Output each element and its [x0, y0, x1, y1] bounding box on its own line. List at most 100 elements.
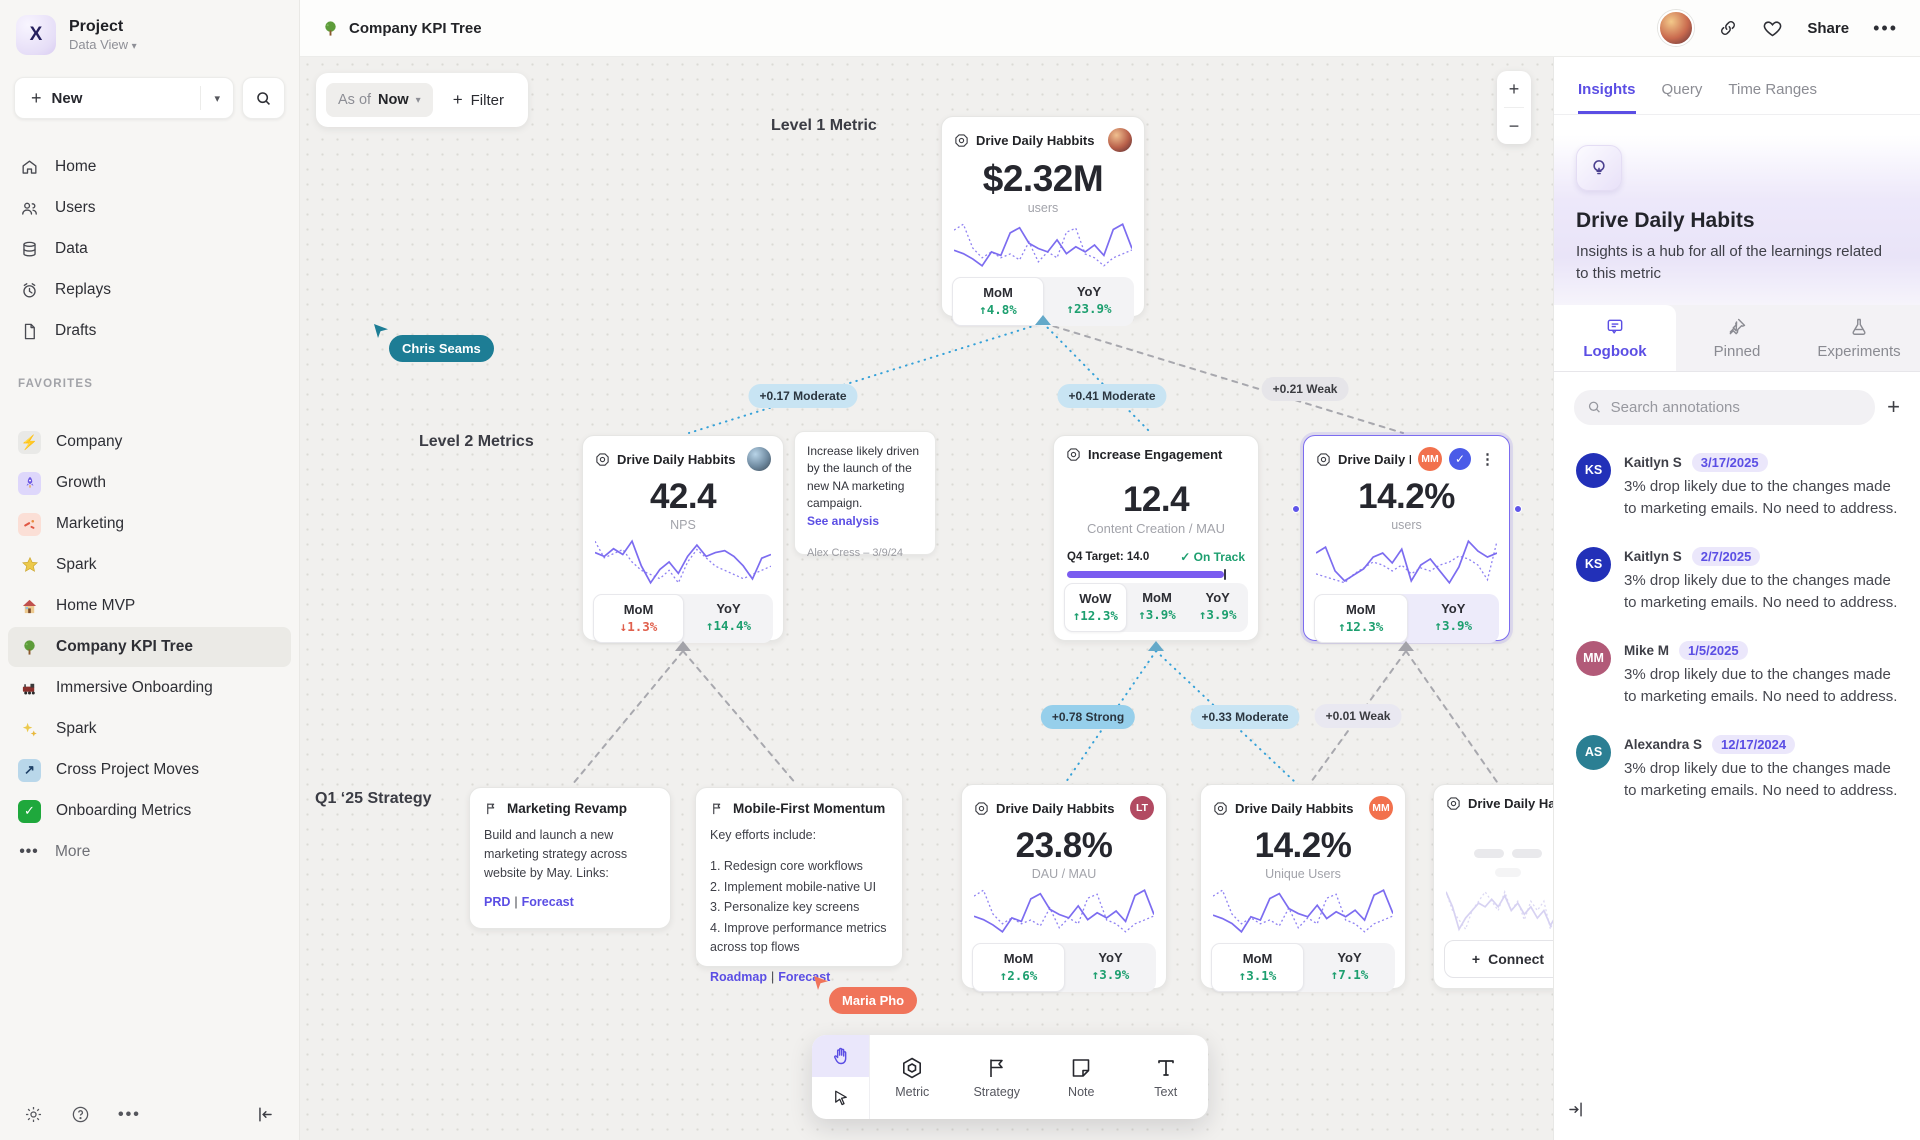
owner-badge[interactable]: MM	[1369, 796, 1393, 820]
search-button[interactable]	[242, 77, 285, 119]
annotation-item[interactable]: KS Kaitlyn S 2/7/2025 3% drop likely due …	[1576, 546, 1898, 614]
replay-clock-icon	[18, 281, 40, 300]
mom-toggle[interactable]: MoM ↑4.8%	[952, 277, 1044, 326]
metric-tool-button[interactable]: Metric	[870, 1035, 955, 1119]
yoy-toggle[interactable]: YoY ↑3.9%	[1434, 601, 1473, 633]
roadmap-link[interactable]: Roadmap	[710, 969, 767, 984]
mom-toggle[interactable]: MoM ↓1.3%	[593, 594, 684, 643]
hand-tool-button[interactable]	[812, 1035, 869, 1077]
sidebar-fav-immersive-onboarding[interactable]: Immersive Onboarding	[8, 668, 291, 708]
see-analysis-link[interactable]: See analysis	[807, 513, 880, 528]
yoy-toggle[interactable]: YoY ↑14.4%	[705, 601, 752, 633]
strategy-card-mobile-first-momentum[interactable]: Mobile-First Momentum Key efforts includ…	[695, 787, 903, 984]
metric-card-drive-daily-habbits-selected[interactable]: Drive Daily Habb.. MM ✓ ⋮ 14.2% users Mo…	[1303, 435, 1510, 643]
selection-handle[interactable]	[1514, 505, 1522, 513]
selection-handle[interactable]	[1292, 505, 1300, 513]
metric-card-increase-engagement[interactable]: Increase Engagement 12.4 Content Creatio…	[1053, 435, 1259, 641]
mom-toggle[interactable]: MoM ↑3.9%	[1138, 590, 1176, 622]
favorite-heart-icon[interactable]	[1762, 18, 1783, 39]
chevron-down-icon[interactable]: ▾	[214, 92, 220, 105]
kpi-tree-canvas[interactable]: As of Now ▾ + Filter + − Level 1 Metric …	[300, 57, 1553, 1140]
project-switcher[interactable]: X Project Data View ▾	[0, 0, 299, 65]
sidebar-item-replays[interactable]: Replays	[8, 270, 291, 310]
zoom-in-button[interactable]: +	[1497, 71, 1531, 107]
collapse-sidebar-icon[interactable]	[256, 1105, 275, 1124]
sidebar-item-home[interactable]: Home	[8, 147, 291, 187]
kebab-menu-icon[interactable]: ⋮	[1480, 451, 1495, 468]
more-menu-icon[interactable]: •••	[1873, 17, 1898, 38]
prd-link[interactable]: PRD	[484, 895, 511, 910]
forecast-link[interactable]: Forecast	[521, 895, 574, 910]
filter-button[interactable]: + Filter	[452, 90, 504, 109]
new-button[interactable]: + New ▾	[14, 77, 234, 119]
metric-card-drive-daily-habbits-dau-mau[interactable]: Drive Daily Habbits LT 23.8% DAU / MAU M…	[961, 784, 1167, 992]
sidebar-fav-company[interactable]: ⚡ Company	[8, 422, 291, 462]
as-of-dropdown[interactable]: As of Now ▾	[326, 83, 433, 117]
sidebar-fav-spark[interactable]: Spark	[8, 545, 291, 585]
owner-badge[interactable]: MM	[1418, 447, 1442, 471]
level2-label: Level 2 Metrics	[419, 433, 534, 450]
owner-badge[interactable]: LT	[1130, 796, 1154, 820]
zoom-out-button[interactable]: −	[1497, 108, 1531, 144]
metric-card-drive-daily-habbits-l1[interactable]: Drive Daily Habbits $2.32M users MoM ↑4.8…	[941, 116, 1145, 326]
annotation-item[interactable]: AS Alexandra S 12/17/2024 3% drop likely …	[1576, 734, 1898, 802]
annotation-note-card[interactable]: Increase likely driven by the launch of …	[794, 431, 936, 559]
annotation-search-input[interactable]	[1610, 398, 1863, 416]
collapse-arrow-icon[interactable]	[1035, 315, 1051, 325]
subtab-pinned[interactable]: Pinned	[1676, 305, 1798, 371]
sidebar-fav-company-kpi-tree[interactable]: Company KPI Tree	[8, 627, 291, 667]
sidebar-fav-cross-project-moves[interactable]: ↗ Cross Project Moves	[8, 750, 291, 790]
tab-time-ranges[interactable]: Time Ranges	[1728, 81, 1818, 98]
tab-insights[interactable]: Insights	[1578, 81, 1636, 114]
connect-button[interactable]: + Connect	[1444, 940, 1553, 978]
wow-toggle[interactable]: WoW ↑12.3%	[1064, 583, 1127, 632]
collapse-arrow-icon[interactable]	[1148, 641, 1164, 651]
mom-toggle[interactable]: MoM ↑12.3%	[1314, 594, 1408, 643]
metric-card-partial[interactable]: Drive Daily Habbits +Connect	[1433, 784, 1553, 989]
add-annotation-button[interactable]: +	[1887, 394, 1900, 419]
yoy-toggle[interactable]: YoY ↑3.9%	[1091, 950, 1130, 982]
mom-toggle[interactable]: MoM ↑2.6%	[972, 943, 1065, 992]
subtab-logbook[interactable]: Logbook	[1554, 304, 1676, 371]
select-tool-button[interactable]	[812, 1077, 869, 1119]
settings-gear-icon[interactable]	[24, 1105, 43, 1124]
subtab-experiments[interactable]: Experiments	[1798, 305, 1920, 371]
annotation-text: 3% drop likely due to the changes made t…	[1624, 759, 1898, 799]
yoy-toggle[interactable]: YoY ↑7.1%	[1330, 950, 1369, 982]
sidebar-item-users[interactable]: Users	[8, 188, 291, 228]
strategy-card-marketing-revamp[interactable]: Marketing Revamp Build and launch a new …	[469, 787, 671, 929]
user-avatar[interactable]	[1658, 10, 1695, 46]
collapse-arrow-icon[interactable]	[1398, 641, 1414, 651]
text-tool-button[interactable]: Text	[1124, 1035, 1209, 1119]
more-icon[interactable]: •••	[118, 1105, 141, 1123]
yoy-toggle[interactable]: YoY ↑3.9%	[1198, 590, 1237, 622]
mom-toggle[interactable]: MoM ↑3.1%	[1211, 943, 1304, 992]
metric-unit: NPS	[670, 518, 696, 532]
yoy-toggle[interactable]: YoY ↑23.9%	[1066, 284, 1112, 316]
tab-query[interactable]: Query	[1661, 81, 1703, 98]
annotation-search[interactable]	[1574, 389, 1876, 425]
sidebar-fav-spark-2[interactable]: Spark	[8, 709, 291, 749]
project-view-selector[interactable]: Data View ▾	[69, 37, 137, 52]
share-button[interactable]: Share	[1807, 19, 1850, 37]
sidebar-fav-onboarding-metrics[interactable]: ✓ Onboarding Metrics	[8, 791, 291, 831]
collapse-panel-icon[interactable]	[1566, 1100, 1585, 1124]
annotation-item[interactable]: MM Mike M 1/5/2025 3% drop likely due to …	[1576, 640, 1898, 708]
owner-avatar[interactable]	[1108, 128, 1132, 152]
metric-card-drive-daily-habbits-unique-users[interactable]: Drive Daily Habbits MM 14.2% Unique User…	[1200, 784, 1406, 992]
owner-avatar[interactable]	[747, 447, 771, 471]
sidebar-item-data[interactable]: Data	[8, 229, 291, 269]
note-tool-button[interactable]: Note	[1039, 1035, 1124, 1119]
sidebar-fav-growth[interactable]: Growth	[8, 463, 291, 503]
sidebar-fav-home-mvp[interactable]: Home MVP	[8, 586, 291, 626]
help-icon[interactable]	[71, 1105, 90, 1124]
metric-card-drive-daily-habbits-nps[interactable]: Drive Daily Habbits 42.4 NPS MoM ↓1.3% Yo…	[582, 435, 784, 643]
sidebar-more[interactable]: ••• More	[19, 843, 91, 860]
collapse-arrow-icon[interactable]	[675, 641, 691, 651]
annotation-item[interactable]: KS Kaitlyn S 3/17/2025 3% drop likely due…	[1576, 452, 1898, 520]
strategy-tool-button[interactable]: Strategy	[955, 1035, 1040, 1119]
sidebar-fav-marketing[interactable]: Marketing	[8, 504, 291, 544]
copy-link-icon[interactable]	[1718, 18, 1738, 38]
sidebar-item-drafts[interactable]: Drafts	[8, 311, 291, 351]
flag-icon	[487, 803, 495, 815]
